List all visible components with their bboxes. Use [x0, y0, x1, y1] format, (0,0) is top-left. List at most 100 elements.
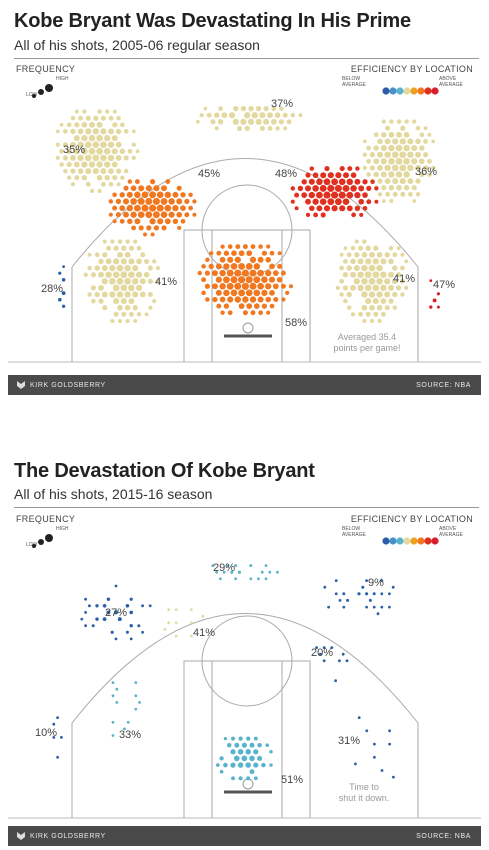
shot-hex — [250, 244, 256, 250]
shot-hex — [250, 310, 256, 316]
shot-hex — [62, 155, 68, 161]
shot-hex — [376, 151, 384, 158]
shot-hex — [366, 199, 372, 205]
shot-hex — [81, 148, 88, 155]
shot-hex — [249, 256, 257, 263]
shot-hex — [96, 121, 103, 128]
shot-hex — [282, 112, 288, 118]
shot-hex — [135, 284, 143, 291]
shot-hex — [249, 755, 255, 762]
shot-hex — [354, 191, 361, 199]
shot-hex — [388, 605, 391, 609]
shot-hex — [373, 755, 376, 759]
shot-hex — [104, 174, 110, 181]
shot-hex — [87, 604, 91, 608]
credit-text: KIRK GOLDSBERRY — [30, 833, 106, 840]
shot-hex — [265, 269, 272, 277]
shot-hex — [124, 251, 131, 258]
shot-hex — [368, 598, 372, 602]
shot-hex — [373, 158, 380, 165]
shot-hex — [215, 263, 222, 270]
shot-hex — [119, 218, 125, 224]
shot-hex — [180, 218, 186, 224]
shot-hex — [223, 276, 230, 284]
shot-chart: 28% 35% 37% 36% 47% 45% 48% 41% 41% 58% Averaged 3… — [8, 84, 481, 363]
shot-hex — [123, 185, 129, 191]
shot-hex — [258, 244, 263, 249]
shot-hex — [94, 265, 100, 271]
zone-right-center-mid-range — [290, 166, 379, 218]
chart-footer: KIRK GOLDSBERRY SOURCE: NBA — [8, 826, 481, 846]
shot-hex — [362, 205, 368, 211]
shot-hex — [100, 181, 106, 187]
shot-hex — [366, 185, 372, 192]
shot-hex — [276, 570, 279, 574]
shot-hex — [134, 218, 141, 225]
shot-hex — [149, 218, 156, 225]
shot-hex — [123, 129, 129, 134]
shot-hex — [117, 239, 123, 244]
above-average-label: ABOVE AVERAGE — [439, 76, 463, 88]
shot-hex — [391, 164, 399, 172]
shot-hex — [357, 271, 364, 278]
shot-hex — [366, 158, 372, 164]
shot-hex — [288, 284, 294, 289]
divider — [14, 58, 479, 59]
shot-hex — [161, 185, 167, 192]
shot-hex — [70, 182, 76, 187]
shot-hex — [120, 175, 125, 180]
shot-hex — [102, 305, 108, 311]
shot-hex — [226, 282, 234, 290]
shot-hex — [392, 252, 398, 258]
shot-hex — [111, 681, 115, 684]
shot-hex — [339, 205, 346, 212]
freq-high-label: HIGH — [56, 526, 69, 532]
shot-hex — [392, 191, 398, 197]
shot-hex — [261, 289, 268, 297]
shot-hex — [70, 154, 76, 161]
shot-hex — [73, 161, 80, 168]
legend — [32, 534, 439, 548]
shot-hex — [266, 310, 271, 315]
shot-hex — [231, 250, 237, 256]
shot-hex — [152, 197, 160, 205]
shot-hex — [80, 617, 84, 621]
shot-hex — [203, 106, 208, 111]
shot-hex — [404, 259, 409, 264]
shot-hex — [331, 191, 339, 199]
shot-hex — [388, 742, 391, 746]
shot-hex — [388, 171, 395, 178]
shot-hex — [346, 265, 352, 271]
shot-hex — [228, 112, 236, 119]
shot-hex — [361, 304, 368, 311]
shot-hex — [109, 277, 116, 285]
shot-hex — [223, 736, 228, 741]
shot-hex — [149, 178, 156, 185]
shot-hex — [138, 701, 142, 704]
shot-hex — [245, 289, 253, 297]
zone-percentage: 10% — [35, 727, 57, 739]
zone-percentage: 41% — [155, 276, 177, 288]
shot-hex — [56, 716, 59, 719]
shot-hex — [219, 256, 226, 263]
shot-hex — [184, 198, 190, 205]
shot-hex — [334, 679, 337, 683]
shot-hex — [70, 116, 76, 121]
shot-hex — [100, 141, 107, 149]
shot-hex — [253, 263, 261, 270]
shot-hex — [77, 141, 84, 148]
shot-hex — [257, 296, 264, 303]
shot-hex — [84, 610, 88, 614]
shot-hex — [52, 736, 56, 739]
shot-hex — [98, 298, 104, 304]
shot-hex — [276, 276, 283, 283]
zone-right-wing-3 — [323, 579, 395, 616]
zone-left-wing-3 — [55, 109, 140, 194]
shot-hex — [164, 191, 172, 199]
shot-hex — [226, 742, 232, 748]
shot-hex — [115, 687, 119, 691]
shot-hex — [219, 296, 226, 303]
shot-hex — [362, 318, 367, 324]
shot-hex — [249, 769, 255, 775]
shot-hex — [116, 277, 124, 285]
